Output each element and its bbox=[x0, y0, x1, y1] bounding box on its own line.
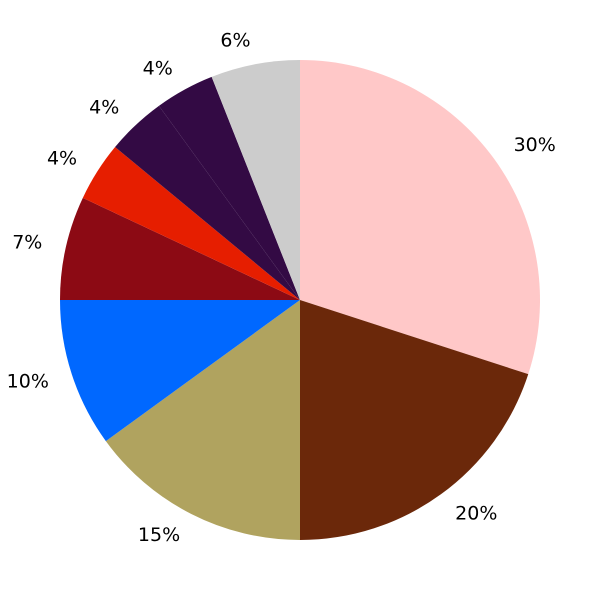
slice-label: 10% bbox=[7, 371, 49, 393]
pie-slice bbox=[60, 197, 300, 300]
pie-slice bbox=[158, 76, 300, 301]
pie-slice bbox=[105, 300, 300, 540]
slice-label: 7% bbox=[12, 231, 42, 253]
slice-label: 6% bbox=[220, 30, 250, 52]
pie-slice bbox=[300, 60, 540, 375]
slice-label: 4% bbox=[143, 58, 173, 80]
pie-slice bbox=[300, 300, 529, 540]
slice-label: 20% bbox=[455, 503, 497, 525]
slice-label: 4% bbox=[89, 97, 119, 119]
pie-slice bbox=[82, 147, 300, 300]
pie-slice bbox=[60, 300, 300, 442]
slice-label: 15% bbox=[138, 524, 180, 546]
slice-label: 4% bbox=[47, 148, 77, 170]
pie-slice bbox=[211, 60, 300, 300]
pie-slice bbox=[115, 105, 301, 300]
slice-label: 30% bbox=[514, 134, 556, 156]
